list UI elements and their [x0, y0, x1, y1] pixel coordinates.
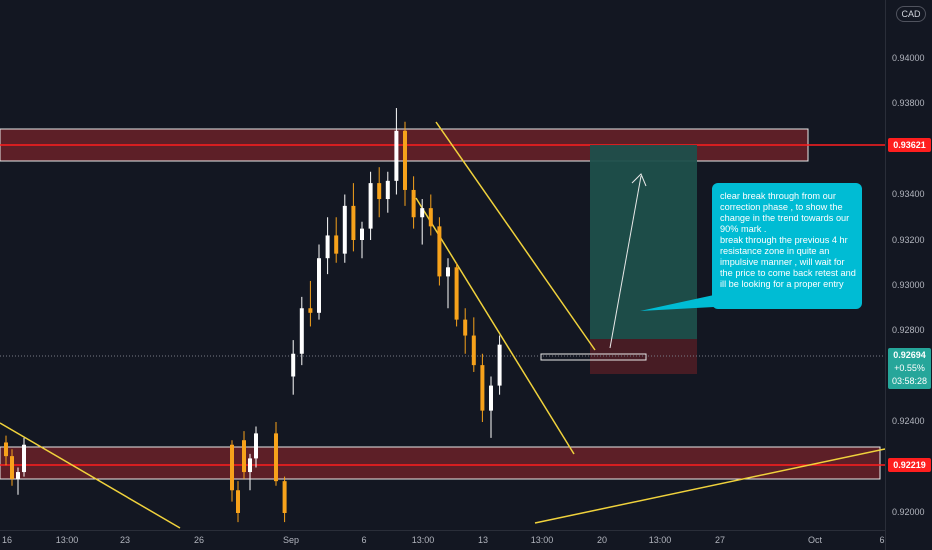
time-tick: 13:00 [530, 535, 554, 545]
candle-body [497, 344, 502, 386]
annotation-callout-tail [640, 295, 714, 311]
time-tick: 13 [477, 535, 489, 545]
time-tick: 27 [714, 535, 726, 545]
candle-body [368, 183, 373, 229]
candle-body [299, 308, 304, 354]
time-tick: 20 [596, 535, 608, 545]
candle-body [360, 228, 364, 240]
last-price-value: 0.92694 [893, 350, 926, 360]
candle-body [22, 444, 26, 473]
annotation-line: correction phase , to show the [720, 202, 843, 212]
price-chart[interactable]: clear break through from our correction … [0, 0, 885, 530]
candle-body [411, 189, 416, 218]
bar-countdown: 03:58:28 [891, 376, 928, 386]
price-tick: 0.92800 [892, 325, 925, 335]
channel-lower-trendline[interactable] [415, 197, 575, 455]
candle-body [4, 442, 8, 457]
candle-body [385, 180, 390, 200]
long-position-loss-zone[interactable] [590, 339, 697, 374]
candle-body [236, 490, 240, 513]
last-price-tag: 0.92694 +0.55% 03:58:28 [888, 348, 931, 389]
time-tick: 26 [193, 535, 205, 545]
time-tick: Oct [807, 535, 823, 545]
resistance-price-tag: 0.93621 [888, 138, 931, 152]
projection-arrow-line[interactable] [609, 175, 642, 349]
annotation-line: clear break through from our [720, 191, 836, 201]
candle-body [291, 353, 296, 377]
support-price-tag: 0.92219 [888, 458, 931, 472]
projection-arrow-head [631, 173, 647, 187]
currency-badge[interactable]: CAD [896, 6, 926, 22]
time-tick: 16 [1, 535, 13, 545]
candle-body [334, 235, 339, 254]
candle-body [437, 226, 442, 277]
candle-body [480, 365, 485, 411]
price-tick: 0.94000 [892, 53, 925, 63]
channel-upper-trendline[interactable] [435, 121, 596, 351]
time-tick: 23 [119, 535, 131, 545]
candle-body [394, 130, 399, 181]
time-tick: 6 [879, 535, 885, 545]
time-tick: 6 [361, 535, 367, 545]
candle-body [377, 183, 382, 200]
candle-body [308, 308, 313, 313]
candles-group [4, 108, 502, 523]
annotation-line: the price to come back retest and [720, 268, 856, 278]
candle-body [230, 444, 234, 491]
annotation-line: break through the previous 4 hr [720, 235, 848, 245]
candle-body [282, 481, 287, 513]
annotation-line: resistance zone in quite an [720, 246, 830, 256]
price-tick: 0.93800 [892, 98, 925, 108]
candle-body [325, 235, 330, 259]
candle-body [248, 458, 252, 473]
candle-body [471, 335, 476, 366]
time-tick: 13:00 [648, 535, 672, 545]
candle-body [242, 440, 246, 473]
annotation-line: change in the trend towards our [720, 213, 850, 223]
candle-body [454, 267, 459, 320]
candle-body [10, 456, 14, 479]
candle-body [463, 319, 468, 336]
price-axis[interactable]: CAD 0.94000 0.93800 0.93400 0.93200 0.93… [885, 0, 932, 550]
candle-body [254, 433, 258, 459]
candle-body [317, 258, 321, 313]
price-tick: 0.93400 [892, 189, 925, 199]
annotation-line: impulsive manner , will wait for [720, 257, 845, 267]
left-descending-trendline[interactable] [0, 422, 181, 529]
support-zone[interactable] [0, 446, 881, 480]
candle-body [428, 208, 433, 227]
entry-highlight-box[interactable] [540, 353, 647, 361]
candle-body [351, 205, 356, 240]
candle-body [16, 472, 20, 479]
candle-body [420, 208, 425, 218]
price-tick: 0.93200 [892, 235, 925, 245]
price-tick: 0.92000 [892, 507, 925, 517]
candle-body [489, 385, 493, 411]
time-tick: 13:00 [411, 535, 435, 545]
price-tick: 0.93000 [892, 280, 925, 290]
time-axis[interactable]: 16 13:00 23 26 Sep 6 13:00 13 13:00 20 1… [0, 530, 885, 550]
annotation-callout[interactable]: clear break through from our correction … [712, 183, 862, 309]
change-percent: +0.55% [894, 363, 925, 373]
time-tick: 13:00 [55, 535, 79, 545]
price-tick: 0.92400 [892, 416, 925, 426]
annotation-line: ill be looking for a proper entry [720, 279, 844, 289]
candle-body [403, 130, 407, 190]
time-tick: Sep [282, 535, 300, 545]
annotation-line: 90% mark . [720, 224, 767, 234]
candle-body [342, 205, 347, 254]
candle-body [446, 267, 450, 277]
ascending-trendline[interactable] [534, 448, 885, 524]
candle-body [274, 433, 278, 482]
